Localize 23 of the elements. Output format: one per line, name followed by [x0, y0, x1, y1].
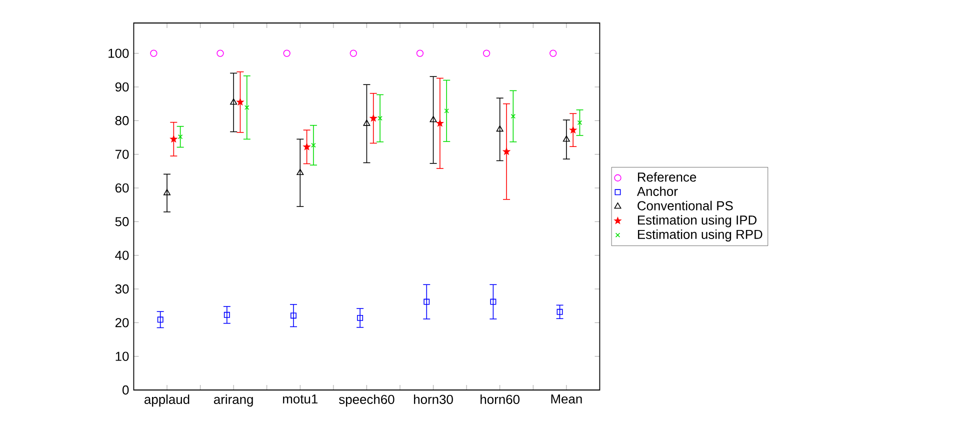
y-tick-label: 10: [116, 352, 129, 361]
y-tick-label: 20: [115, 318, 129, 328]
x-tick-label: horn60: [480, 394, 520, 404]
legend-label: Anchor: [636, 186, 678, 196]
y-tick-label: 90: [115, 82, 129, 92]
x-tick-label: horn30: [414, 394, 453, 404]
y-tick-label: 80: [115, 116, 129, 126]
y-tick-label: 50: [115, 217, 129, 226]
x-tick-label: speech60: [338, 394, 394, 407]
x-tick-label: applaud: [144, 394, 190, 407]
y-tick-label: 60: [115, 183, 129, 193]
legend-label: Conventional PS: [638, 200, 733, 210]
y-tick-label: 40: [115, 250, 129, 260]
y-tick-label: 30: [115, 284, 129, 294]
y-tick-label: 100: [108, 48, 129, 58]
legend-label: Estimation using RPD: [638, 229, 762, 242]
x-tick-label: motu1: [283, 394, 318, 404]
legend-label: Estimation using IPD: [638, 215, 756, 228]
legend-label: Reference: [638, 172, 696, 182]
y-tick-label: 0: [122, 385, 129, 395]
x-tick-label: Mean: [551, 394, 582, 404]
y-tick-label: 70: [115, 150, 129, 159]
x-tick-label: arirang: [214, 394, 253, 407]
